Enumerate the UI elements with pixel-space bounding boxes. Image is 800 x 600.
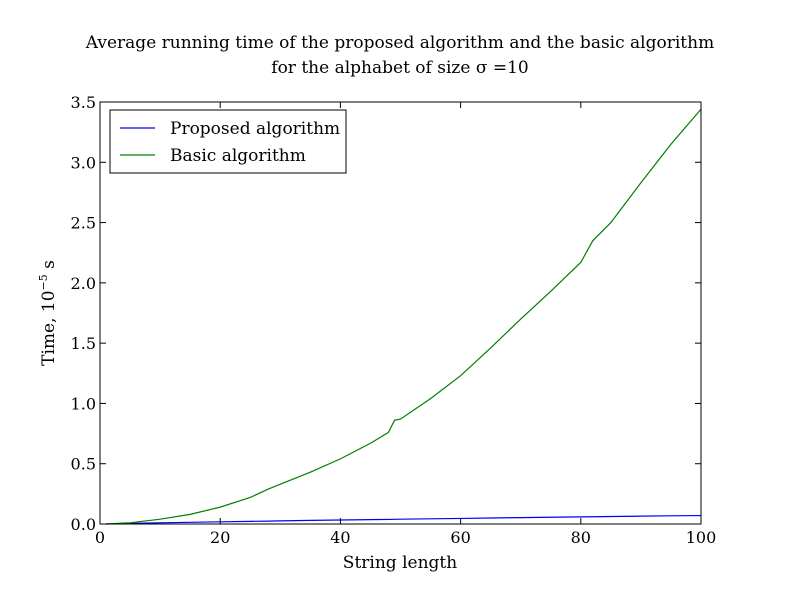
axis-ticks [99, 101, 702, 525]
x-tick-label: 100 [686, 528, 717, 547]
x-tick-label: 0 [95, 528, 105, 547]
x-tick-label: 80 [571, 528, 591, 547]
plot-frame [99, 101, 702, 525]
chart-title: Average running time of the proposed alg… [85, 33, 714, 53]
x-tick-label: 40 [330, 528, 350, 547]
x-axis-label: String length [343, 553, 457, 573]
y-tick-label: 2.5 [71, 214, 96, 233]
y-tick-label: 1.5 [71, 334, 96, 353]
legend: Proposed algorithm Basic algorithm [109, 109, 347, 174]
y-tick-label: 0.0 [71, 515, 96, 534]
axis-tick-labels: 0 20 40 60 80 100 0.0 0.5 1.0 1.5 2.0 2.5 3.0 3.5 [71, 93, 717, 547]
y-tick-label: 0.5 [71, 455, 96, 474]
y-tick-label: 1.0 [71, 394, 96, 413]
x-tick-label: 20 [210, 528, 230, 547]
y-axis-label-unit: s [39, 260, 59, 274]
legend-label-basic: Basic algorithm [170, 146, 306, 166]
y-tick-label: 3.0 [71, 153, 96, 172]
series-line-basic [105, 108, 702, 525]
series-line-proposed [105, 514, 702, 525]
chart-subtitle: for the alphabet of size σ =10 [271, 58, 528, 78]
y-tick-label: 2.0 [71, 274, 96, 293]
x-tick-label: 60 [450, 528, 470, 547]
y-tick-label: 3.5 [71, 93, 96, 112]
y-axis-label-main: Time, 10 [39, 290, 59, 365]
y-axis-label: Time, 10−5 s [37, 260, 59, 366]
y-axis-label-exponent: −5 [37, 274, 50, 290]
legend-box [109, 109, 347, 174]
legend-label-proposed: Proposed algorithm [170, 119, 340, 139]
